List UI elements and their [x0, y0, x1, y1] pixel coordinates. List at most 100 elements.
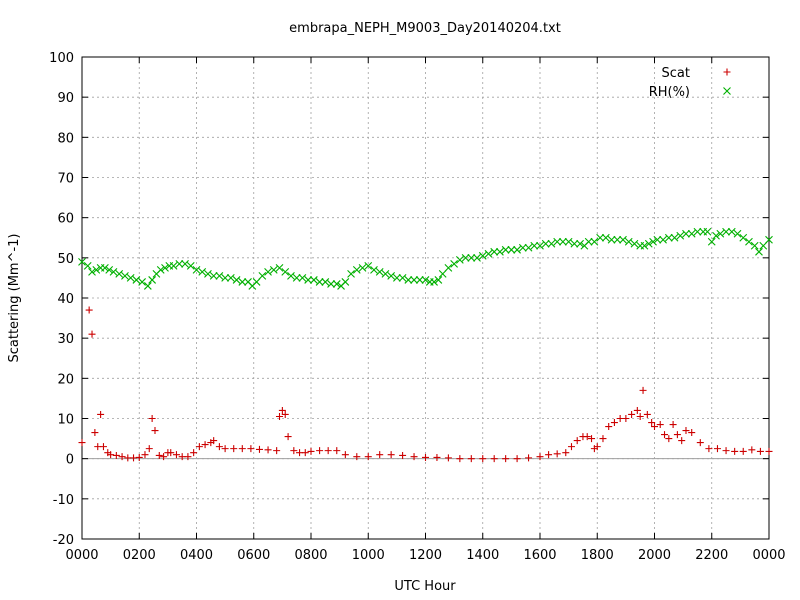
data-point [545, 451, 553, 459]
data-point [264, 268, 272, 276]
data-point [665, 435, 673, 443]
data-point [138, 278, 147, 286]
data-point [264, 446, 272, 454]
data-point [78, 439, 86, 447]
data-point [301, 449, 309, 457]
data-point [132, 276, 141, 284]
data-point [88, 268, 96, 276]
data-point [438, 270, 447, 278]
legend-marker-glyph [723, 68, 731, 76]
series-rh [78, 227, 773, 290]
data-point [184, 453, 192, 461]
data-point [161, 263, 169, 272]
legend: Scat RH(%) [649, 66, 731, 100]
data-point [473, 253, 481, 262]
data-point [181, 259, 189, 268]
data-point [478, 251, 487, 260]
legend-label-rh: RH(%) [649, 85, 690, 100]
data-point [169, 261, 178, 270]
data-point [307, 447, 315, 455]
data-point [160, 453, 168, 461]
data-point [358, 263, 367, 272]
y-tick-label: 80 [57, 131, 74, 146]
data-point [599, 435, 607, 443]
data-point [712, 231, 720, 240]
data-point [252, 278, 261, 286]
data-point [422, 453, 429, 461]
x-axis-label: UTC Hour [394, 579, 456, 594]
data-point [281, 410, 289, 418]
series-scat [78, 306, 773, 463]
data-point [707, 237, 716, 246]
data-point [376, 451, 384, 459]
plot-frame [81, 56, 770, 540]
data-point [381, 270, 390, 278]
data-point [88, 330, 96, 338]
data-point [364, 453, 372, 461]
data-point [731, 447, 739, 455]
data-point [430, 278, 438, 286]
data-point [78, 257, 86, 266]
data-point [109, 268, 118, 276]
x-tick-label: 1600 [523, 548, 556, 563]
data-point [651, 423, 658, 431]
data-point [210, 437, 218, 445]
data-point [404, 276, 413, 284]
data-point [656, 421, 664, 429]
data-point [195, 443, 203, 451]
data-point [456, 455, 464, 463]
data-point [148, 276, 157, 284]
data-point [525, 454, 533, 462]
data-point [570, 239, 579, 248]
data-point [121, 272, 129, 280]
data-point [167, 449, 175, 457]
data-point [676, 231, 685, 240]
data-point [275, 263, 284, 272]
data-point [687, 229, 696, 238]
data-point [576, 239, 584, 248]
y-tick-label: 60 [57, 212, 74, 227]
data-point [553, 237, 562, 246]
data-point [682, 427, 690, 435]
data-point [759, 241, 768, 250]
data-point [607, 235, 616, 244]
data-point [748, 446, 756, 454]
data-point [221, 274, 230, 282]
x-tick-label: 0600 [237, 548, 270, 563]
data-point [215, 443, 223, 451]
data-point [99, 443, 107, 451]
data-point [613, 235, 622, 244]
data-point [135, 453, 143, 461]
data-point [92, 265, 101, 274]
data-point [639, 386, 647, 394]
data-point [643, 410, 651, 418]
data-point [703, 227, 712, 236]
data-point [673, 431, 681, 439]
data-point [247, 445, 255, 453]
data-point [490, 455, 498, 463]
data-point [201, 441, 209, 449]
legend-marker-rh [723, 87, 731, 95]
data-point [410, 276, 418, 284]
data-point [255, 445, 263, 453]
data-point [547, 239, 556, 248]
data-point [172, 451, 180, 459]
data-point [682, 229, 690, 238]
data-point [143, 282, 152, 290]
data-point [290, 447, 298, 455]
data-point [101, 263, 109, 272]
data-point [353, 453, 361, 461]
y-tick-label: -10 [53, 493, 74, 508]
data-point [107, 451, 115, 459]
data-point [364, 261, 373, 270]
data-point [640, 241, 649, 250]
data-point [434, 276, 443, 284]
data-point [507, 245, 516, 254]
data-point [226, 274, 235, 282]
data-point [204, 270, 212, 278]
data-point [215, 272, 224, 280]
legend-marker-glyph [723, 87, 731, 95]
data-point [722, 227, 730, 236]
y-tick-label: 100 [49, 51, 74, 66]
